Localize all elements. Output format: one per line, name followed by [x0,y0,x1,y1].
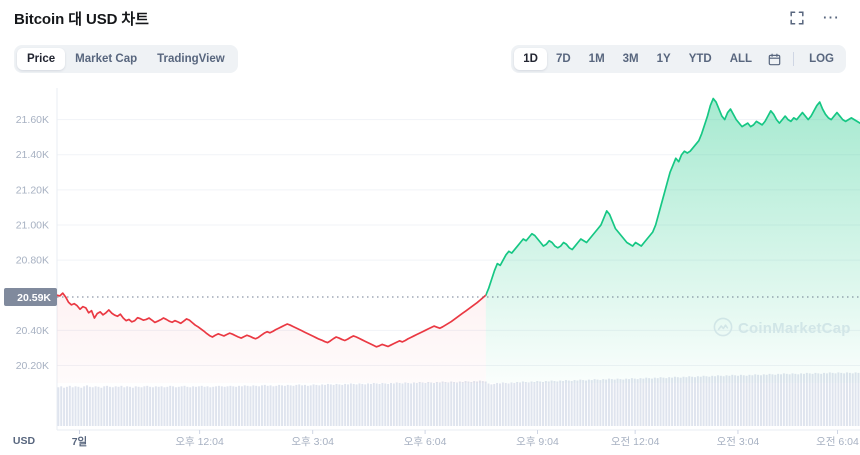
card-header: Bitcoin 대 USD 차트 ⋯ [0,0,860,36]
range-ytd[interactable]: YTD [688,53,712,65]
y-axis-tick: 21.60K [16,114,49,126]
y-axis-tick: 20.20K [16,360,49,372]
x-axis-tick: 오후 12:04 [175,436,224,448]
volume-bars [57,372,860,426]
range-7d[interactable]: 7D [555,53,571,65]
view-tab-group: Price Market Cap TradingView [14,45,238,73]
chart-svg: CoinMarketCap 20.59K 21.60K21.40K21.20K2… [4,88,860,448]
price-line [56,97,860,348]
y-axis-tick: 21.40K [16,149,49,161]
log-scale-button[interactable]: LOG [809,53,834,65]
range-1m[interactable]: 1M [588,53,605,65]
fullscreen-icon[interactable] [788,9,806,27]
x-axis-tick: 오전 3:04 [717,436,760,448]
more-options-icon[interactable]: ⋯ [822,8,840,27]
current-price-label: 20.59K [17,292,51,304]
chart-toolbar: Price Market Cap TradingView 1D 7D 1M 3M… [0,44,860,74]
page-title: Bitcoin 대 USD 차트 [14,10,149,28]
toolbar-divider [793,52,795,66]
price-area [57,98,860,383]
y-axis-tick: 20.80K [16,255,49,267]
x-axis-tick: 오전 6:04 [816,436,859,448]
y-axis-tick: 21.20K [16,184,49,196]
tab-price[interactable]: Price [17,48,66,70]
range-1d[interactable]: 1D [514,48,547,70]
x-axis-labels: USD 7일 오후 12:04 오후 3:04 오후 6:04 오후 9:04 오전 12:… [13,430,859,448]
y-axis-tick: 20.40K [16,325,49,337]
x-axis-tick: 오전 12:04 [611,436,660,448]
tab-tradingview[interactable]: TradingView [157,53,225,65]
axis-unit-label: USD [13,435,36,447]
range-selector-group: 1D 7D 1M 3M 1Y YTD ALL LOG [511,45,846,73]
current-price-badge [4,287,57,306]
header-actions: ⋯ [788,9,846,27]
price-chart[interactable]: CoinMarketCap 20.59K 21.60K21.40K21.20K2… [0,78,860,455]
x-axis-tick: 오후 9:04 [516,436,559,448]
x-axis-tick: 7일 [72,435,88,448]
x-axis-tick: 오후 6:04 [404,436,447,448]
y-axis-labels: 21.60K 21.40K 21.20K 21.00K 20.80K 20.40K 20.2… [16,114,49,372]
reference-line: 20.59K [4,287,860,306]
tab-market-cap[interactable]: Market Cap [75,53,138,65]
calendar-icon[interactable] [761,48,787,70]
y-axis-tick: 21.00K [16,219,49,231]
x-axis-tick: 오후 3:04 [291,436,334,448]
range-3m[interactable]: 3M [622,53,639,65]
range-1y[interactable]: 1Y [656,53,671,65]
range-all[interactable]: ALL [729,53,753,65]
